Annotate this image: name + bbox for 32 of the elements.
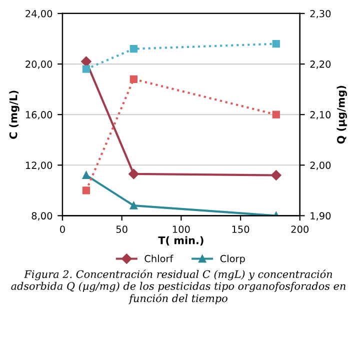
y2-tick-label: 2,30 xyxy=(310,10,331,18)
legend-label: Clorp xyxy=(220,254,245,264)
x-tick-label: 0 xyxy=(60,226,65,233)
y-tick-label: 16,00 xyxy=(26,111,52,120)
y2-tick-label: 2,00 xyxy=(310,162,331,170)
y2-tick-label: 2,20 xyxy=(310,60,331,69)
legend-label: Chlorf xyxy=(144,254,174,262)
y-tick-label: 8,00 xyxy=(32,212,52,221)
point xyxy=(128,168,139,180)
point xyxy=(82,171,90,180)
y-axis-title: C (mg/L) xyxy=(9,90,20,139)
point xyxy=(81,56,92,67)
y2-tick-label: 2,10 xyxy=(310,111,331,120)
x-axis-title: T( min.) xyxy=(158,236,204,246)
x-tick-label: 150 xyxy=(232,226,250,233)
point xyxy=(130,75,138,84)
y2-tick-label: 1,90 xyxy=(310,212,331,221)
point xyxy=(271,170,282,180)
x-tick-label: 200 xyxy=(291,226,309,233)
y-tick-label: 24,00 xyxy=(26,10,52,18)
point xyxy=(272,110,280,118)
point xyxy=(82,65,90,73)
point xyxy=(82,186,90,194)
text: Figura 2. Concentración residual C (mgL) y concentración adsorbida Q (µg/mg) de los pesticidas tipo organofosforados en función del tiempo xyxy=(11,270,346,304)
point xyxy=(130,45,138,53)
y-tick-label: 12,00 xyxy=(26,162,52,170)
point xyxy=(272,40,280,48)
y-tick-label: 20,00 xyxy=(26,60,52,69)
x-tick-label: 100 xyxy=(172,226,190,233)
y2-axis-title: Q (µg/mg) xyxy=(336,86,347,144)
x-tick-label: 50 xyxy=(116,226,128,233)
point xyxy=(130,202,138,210)
